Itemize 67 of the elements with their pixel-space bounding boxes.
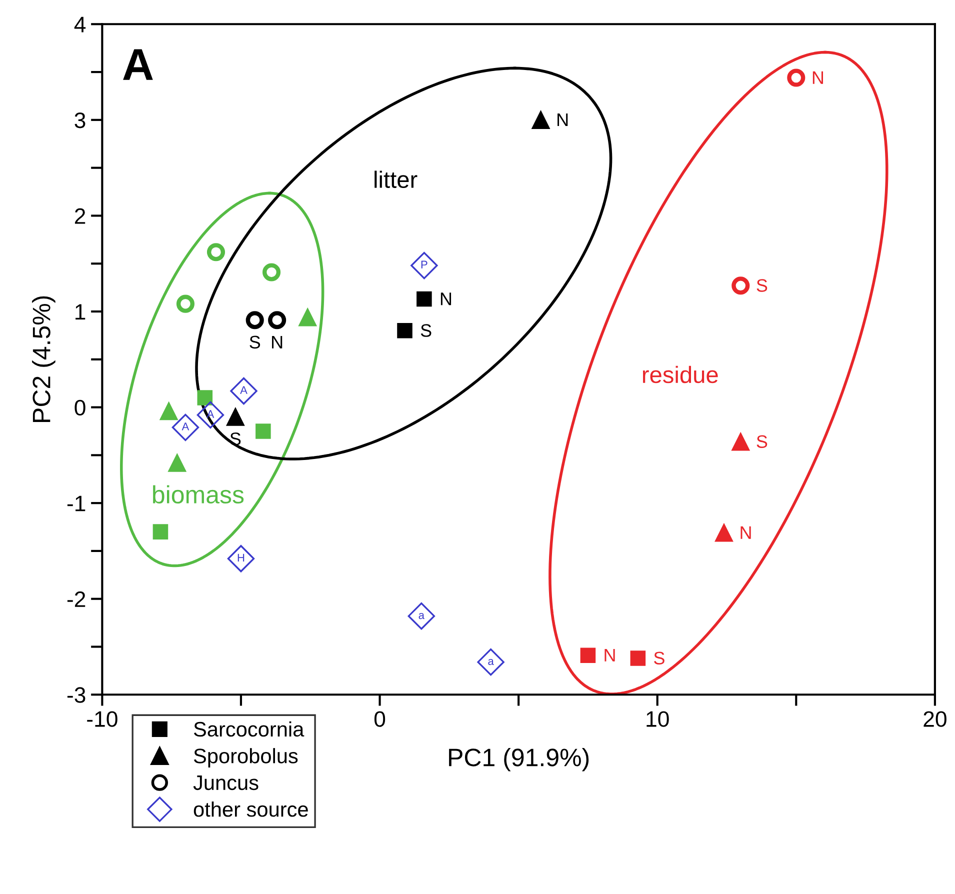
legend-label: other source bbox=[194, 802, 308, 817]
y-tick-label: 2 bbox=[74, 208, 86, 224]
annotation: H bbox=[238, 554, 244, 562]
x-tick-label: 10 bbox=[646, 711, 669, 727]
point bbox=[168, 454, 186, 472]
point bbox=[268, 311, 286, 330]
annotation: S bbox=[250, 336, 260, 349]
annotation: A bbox=[123, 49, 153, 80]
y-tick-label: -3 bbox=[67, 687, 86, 703]
x-tick-label: 0 bbox=[374, 711, 386, 727]
annotation: S bbox=[756, 435, 768, 448]
point bbox=[732, 432, 750, 451]
x-axis-title: PC1 (91.9%) bbox=[449, 748, 589, 772]
annotation: N bbox=[272, 336, 282, 348]
annotation: biomass bbox=[153, 485, 244, 504]
point bbox=[416, 291, 432, 307]
annotation: a bbox=[418, 612, 424, 620]
point bbox=[408, 602, 436, 630]
point bbox=[196, 401, 224, 429]
x-tick-label: 20 bbox=[924, 711, 946, 727]
annotation: residue bbox=[642, 366, 718, 384]
x-tick-label: -10 bbox=[87, 711, 118, 727]
y-tick-label: 4 bbox=[74, 16, 86, 32]
point bbox=[532, 110, 550, 129]
point bbox=[410, 252, 438, 280]
annotation: a bbox=[488, 658, 494, 666]
point bbox=[152, 524, 168, 540]
point bbox=[298, 308, 317, 326]
y-tick-label: 1 bbox=[76, 304, 86, 320]
annotation: S bbox=[756, 279, 768, 292]
annotation: S bbox=[420, 324, 432, 337]
point bbox=[246, 311, 264, 330]
point bbox=[206, 243, 226, 262]
annotation: N bbox=[740, 526, 751, 539]
annotation: N bbox=[604, 649, 615, 662]
annotation: litter bbox=[374, 170, 418, 188]
point bbox=[172, 414, 200, 441]
legend-label: Sarcocornia bbox=[194, 721, 304, 737]
y-tick-label: -2 bbox=[67, 591, 86, 607]
annotation: N bbox=[558, 114, 568, 126]
point bbox=[787, 68, 806, 87]
annotation: P bbox=[421, 260, 428, 268]
point bbox=[230, 377, 258, 405]
y-tick-label: 0 bbox=[74, 400, 86, 416]
point bbox=[227, 545, 255, 572]
annotation: S bbox=[654, 652, 664, 664]
point bbox=[477, 648, 504, 676]
point bbox=[226, 408, 244, 426]
y-axis-title: PC2 (4.5%) bbox=[32, 296, 56, 422]
point bbox=[262, 263, 281, 282]
point bbox=[630, 650, 646, 666]
point bbox=[580, 648, 596, 664]
annotation: N bbox=[812, 71, 823, 84]
annotation: N bbox=[440, 292, 452, 306]
point bbox=[197, 390, 213, 406]
point bbox=[732, 276, 750, 295]
y-tick-label: 3 bbox=[74, 112, 86, 128]
annotation: A bbox=[182, 422, 190, 430]
annotation: A bbox=[240, 386, 248, 394]
point bbox=[714, 524, 734, 542]
legend-label: Sporobolus bbox=[194, 748, 298, 768]
point bbox=[160, 402, 178, 420]
point bbox=[256, 424, 271, 439]
point bbox=[176, 294, 194, 313]
y-tick-label: -1 bbox=[67, 496, 86, 512]
point bbox=[397, 323, 412, 338]
legend-label: Juncus bbox=[193, 776, 258, 790]
